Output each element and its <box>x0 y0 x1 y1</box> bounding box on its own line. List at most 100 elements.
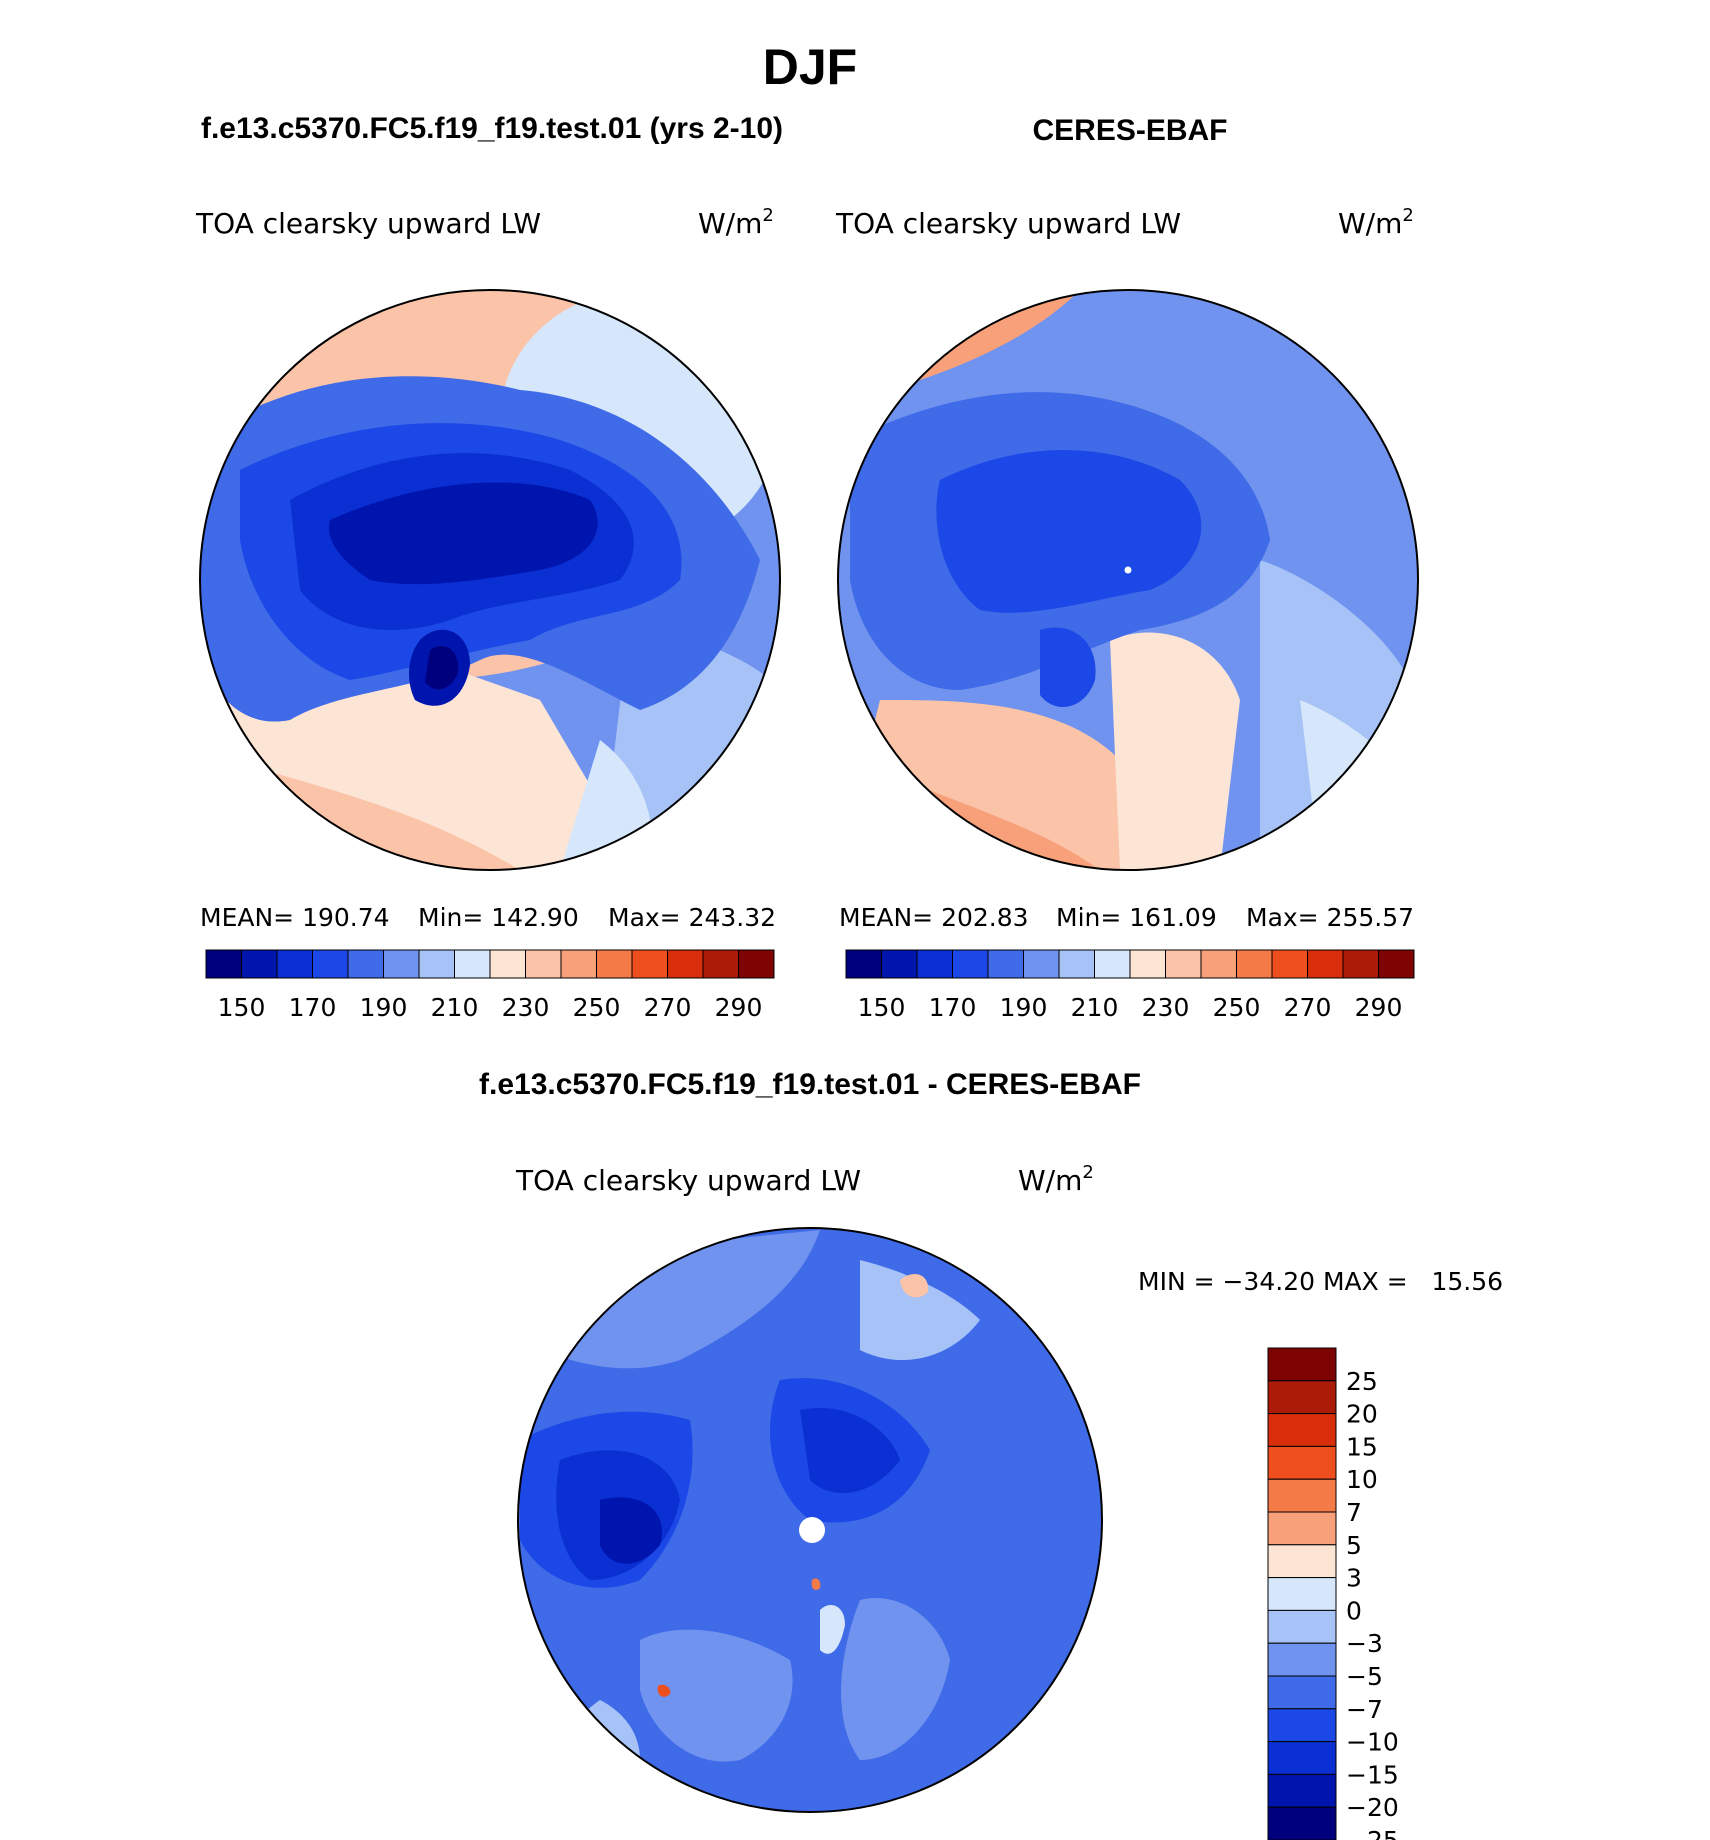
polar-map-obs <box>837 289 1419 871</box>
colorbar-swatch <box>596 949 633 979</box>
units-exponent: 2 <box>1082 1162 1093 1183</box>
colorbar-swatch <box>1271 949 1308 979</box>
colorbar-tick-label: 250 <box>573 993 621 1022</box>
colorbar-swatch <box>383 949 420 979</box>
colorbar-swatch <box>1267 1478 1337 1513</box>
colorbar-swatch <box>987 949 1024 979</box>
colorbar-tick-label: 150 <box>218 993 266 1022</box>
colorbar-swatch <box>1267 1675 1337 1710</box>
colorbar-tick-label: 15 <box>1346 1432 1378 1461</box>
units-base: W/m <box>698 207 762 240</box>
colorbar-swatch <box>1307 949 1344 979</box>
colorbar-tick-label: 5 <box>1346 1531 1362 1560</box>
colorbar-tick-label: 20 <box>1346 1400 1378 1429</box>
colorbar-tick-label: −20 <box>1346 1793 1399 1822</box>
panel-obs-min: Min= 161.09 <box>1056 903 1217 932</box>
panel-obs: CERES-EBAF TOA clearsky upward LW W/m2 <box>835 114 1419 1022</box>
colorbar-swatch <box>1267 1577 1337 1611</box>
colorbar-tick-label: 0 <box>1346 1596 1362 1625</box>
colorbar-swatch <box>1236 949 1273 979</box>
colorbar-swatch <box>276 949 313 979</box>
colorbar-tick-label: 25 <box>1346 1367 1378 1396</box>
colorbar-tick-label: −10 <box>1346 1728 1399 1757</box>
colorbar-obs: 150 170 190 210 230 250 270 290 <box>845 949 1415 1022</box>
colorbar-swatch <box>205 949 242 979</box>
panel-model-units: W/m2 <box>698 205 774 240</box>
panel-model-stats: MEAN= 190.74 Min= 142.90 Max= 243.32 <box>200 903 776 932</box>
colorbar-tick-label: −3 <box>1346 1629 1383 1658</box>
colorbar-swatch <box>1267 1773 1337 1808</box>
colorbar-swatch <box>1267 1642 1337 1677</box>
colorbar-swatch <box>1267 1511 1337 1546</box>
panel-model-min: Min= 142.90 <box>418 903 579 932</box>
colorbar-swatch <box>312 949 349 979</box>
colorbar-tick-label: −25 <box>1346 1826 1399 1840</box>
colorbar-tick-label: 150 <box>858 993 906 1022</box>
colorbar-swatch <box>881 949 918 979</box>
colorbar-tick-label: 190 <box>360 993 408 1022</box>
colorbar-swatch <box>738 949 775 979</box>
colorbar-swatch <box>1342 949 1379 979</box>
colorbar-tick-label: 290 <box>1355 993 1403 1022</box>
colorbar-tick-label: 270 <box>644 993 692 1022</box>
colorbar-swatch <box>845 949 882 979</box>
colorbar-swatch <box>489 949 526 979</box>
colorbar-tick-label: 230 <box>502 993 550 1022</box>
colorbar-swatch <box>1267 1806 1337 1840</box>
colorbar-tick-label: −15 <box>1346 1760 1399 1789</box>
colorbar-tick-label: 210 <box>1071 993 1119 1022</box>
page-title: DJF <box>763 39 857 95</box>
units-exponent: 2 <box>762 205 773 226</box>
colorbar-swatch <box>1267 1708 1337 1743</box>
colorbar-swatch <box>347 949 384 979</box>
units-base: W/m <box>1338 207 1402 240</box>
colorbar-model: 150 170 190 210 230 250 270 290 <box>205 949 775 1022</box>
colorbar-swatch <box>241 949 278 979</box>
colorbar-swatch <box>454 949 491 979</box>
colorbar-tick-label: 10 <box>1346 1465 1378 1494</box>
colorbar-swatch <box>702 949 739 979</box>
colorbar-swatch <box>952 949 989 979</box>
panel-diff-units: W/m2 <box>1018 1162 1094 1197</box>
panel-obs-mean: MEAN= 202.83 <box>839 903 1029 932</box>
colorbar-tick-label: 210 <box>431 993 479 1022</box>
panel-diff-variable: TOA clearsky upward LW <box>515 1164 861 1197</box>
panel-model-max: Max= 243.32 <box>608 903 776 932</box>
colorbar-tick-label: 3 <box>1346 1564 1362 1593</box>
colorbar-swatch <box>525 949 562 979</box>
pole-dot <box>1124 566 1132 574</box>
colorbar-swatch <box>631 949 668 979</box>
panel-obs-units: W/m2 <box>1338 205 1414 240</box>
colorbar-swatch <box>560 949 597 979</box>
panel-model-variable: TOA clearsky upward LW <box>195 207 541 240</box>
colorbar-tick-label: 170 <box>929 993 977 1022</box>
colorbar-swatch <box>1378 949 1415 979</box>
panel-obs-header: CERES-EBAF <box>1032 114 1227 147</box>
units-exponent: 2 <box>1402 205 1413 226</box>
colorbar-swatch <box>1267 1741 1337 1775</box>
colorbar-swatch <box>1094 949 1131 979</box>
colorbar-swatch <box>1267 1445 1337 1480</box>
colorbar-tick-label: 290 <box>715 993 763 1022</box>
colorbar-swatch <box>667 949 704 979</box>
panel-diff-minmax: MIN = −34.20 MAX = 15.56 <box>1138 1267 1503 1296</box>
panel-diff-header: f.e13.c5370.FC5.f19_f19.test.01 - CERES-… <box>479 1068 1141 1101</box>
polar-map-model <box>199 289 781 871</box>
panel-obs-max: Max= 255.57 <box>1246 903 1414 932</box>
colorbar-swatch <box>1200 949 1237 979</box>
colorbar-swatch <box>1165 949 1202 979</box>
colorbar-swatch <box>1129 949 1166 979</box>
colorbar-tick-label: −5 <box>1346 1662 1383 1691</box>
colorbar-swatch <box>1058 949 1095 979</box>
colorbar-diff: 25 20 15 10 7 5 3 0 −3 −5 −7 −10 −15 −20 −25 <box>1267 1347 1399 1840</box>
colorbar-swatch <box>418 949 455 979</box>
colorbar-swatch <box>1267 1347 1337 1382</box>
colorbar-swatch <box>1267 1413 1337 1447</box>
panel-obs-variable: TOA clearsky upward LW <box>835 207 1181 240</box>
panel-model-mean: MEAN= 190.74 <box>200 903 390 932</box>
panel-obs-stats: MEAN= 202.83 Min= 161.09 Max= 255.57 <box>839 903 1414 932</box>
polar-map-diff <box>517 1227 1103 1813</box>
colorbar-tick-label: 230 <box>1142 993 1190 1022</box>
colorbar-tick-label: 190 <box>1000 993 1048 1022</box>
